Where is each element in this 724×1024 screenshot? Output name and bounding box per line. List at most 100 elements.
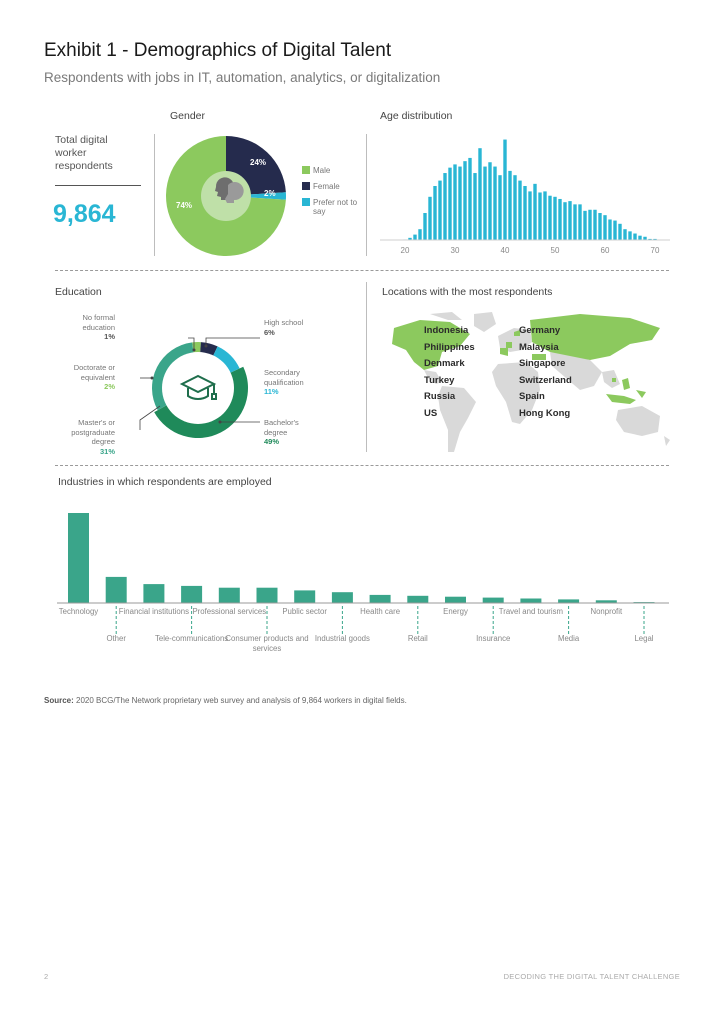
graduation-cap-icon [179, 374, 217, 400]
age-bar [458, 166, 462, 240]
industry-label: Tele-communications [154, 634, 229, 643]
gender-pct-prefer-not: 2% [264, 189, 276, 198]
section-separator [55, 270, 669, 271]
age-tick-label: 20 [401, 246, 410, 255]
source-note: Source: 2020 BCG/The Network proprietary… [44, 696, 407, 705]
age-bar [523, 186, 527, 240]
edu-label-no-formal: No formal education 1% [82, 313, 115, 341]
age-tick-label: 70 [651, 246, 660, 255]
industry-bar [407, 595, 429, 603]
age-tick-label: 30 [451, 246, 460, 255]
industry-label: Retail [407, 634, 428, 643]
age-histogram: 20 30 40 50 60 70 [380, 139, 670, 255]
age-bar [558, 198, 562, 240]
age-tick-label: 40 [501, 246, 510, 255]
total-respondents-value: 9,864 [53, 200, 116, 228]
age-bar [418, 229, 422, 240]
age-bar [468, 157, 472, 240]
education-slice-4 [154, 366, 248, 438]
location-item: Spain [519, 391, 545, 402]
industry-bar [68, 513, 89, 603]
industry-bar [181, 585, 203, 603]
age-bar [463, 161, 467, 240]
map-russia [530, 314, 660, 360]
industries-bar-chart [57, 513, 669, 634]
industry-bar [143, 584, 165, 603]
legend-swatch-prefer-not [302, 198, 310, 206]
age-bar [633, 233, 637, 240]
age-bar [428, 196, 432, 240]
age-bar [648, 238, 652, 240]
locations-title: Locations with the most respondents [382, 286, 553, 298]
education-slice-1 [198, 342, 201, 355]
age-bar [643, 236, 647, 240]
total-divider [55, 185, 141, 186]
age-bar [438, 180, 442, 240]
age-bar [653, 238, 657, 240]
industry-label: Nonprofit [590, 607, 623, 616]
section-divider [154, 134, 155, 256]
footer-title: DECODING THE DIGITAL TALENT CHALLENGE [503, 972, 680, 981]
gender-donut: 74% 24% 2% [166, 136, 286, 256]
location-item: Malaysia [519, 341, 559, 353]
page-number: 2 [44, 972, 49, 981]
age-bar [443, 173, 447, 240]
age-bar [548, 195, 552, 240]
industry-label: Insurance [476, 634, 511, 643]
age-bar [433, 186, 437, 240]
age-bar [453, 164, 457, 240]
education-title: Education [55, 286, 102, 298]
age-bar [533, 183, 537, 240]
connector-high-school [205, 337, 260, 346]
edu-label-secondary: Secondary qualification 11% [264, 368, 304, 396]
age-tick-label: 50 [551, 246, 560, 255]
age-bar [618, 223, 622, 240]
age-bar [638, 235, 642, 240]
age-bar [608, 219, 612, 240]
age-bar [503, 139, 507, 240]
industry-label: Consumer products and services [225, 634, 309, 653]
age-bar [448, 167, 452, 240]
location-item: Russia [424, 391, 456, 402]
page-subtitle: Respondents with jobs in IT, automation,… [44, 70, 441, 85]
location-item: Indonesia [424, 325, 469, 336]
age-bar [578, 204, 582, 240]
age-bar [473, 173, 477, 240]
industry-bar [294, 590, 316, 603]
industry-bar [445, 596, 466, 603]
age-bar [603, 215, 607, 240]
industry-bar [105, 576, 127, 603]
edu-label-masters: Master's or postgraduate degree 31% [71, 418, 115, 456]
industry-label: Energy [443, 607, 468, 616]
location-item: Switzerland [519, 374, 572, 386]
age-bar [598, 213, 602, 240]
age-bar [573, 204, 577, 240]
age-bar [413, 234, 417, 240]
age-bar [498, 175, 502, 240]
legend-swatch-male [302, 166, 310, 174]
industry-label: Other [106, 634, 126, 643]
legend-label-female: Female [313, 182, 340, 191]
industry-label: Professional services [192, 607, 267, 616]
industry-label: Media [557, 634, 580, 643]
age-tick-label: 60 [601, 246, 610, 255]
industry-bar [595, 600, 617, 603]
age-bar [543, 191, 547, 240]
section-separator [55, 465, 669, 466]
gender-pct-male: 74% [176, 201, 192, 210]
connector-no-formal [188, 337, 195, 350]
age-bar [553, 196, 557, 240]
education-donut-hole [162, 352, 234, 424]
edu-label-bachelors: Bachelor's degree 49% [264, 418, 299, 446]
world-map [392, 312, 670, 452]
age-bar [623, 229, 627, 240]
age-bar [508, 170, 512, 240]
legend-swatch-female [302, 182, 310, 190]
location-item: Hong Kong [519, 407, 571, 419]
edu-label-high-school: High school 6% [264, 318, 304, 337]
edu-label-doctorate: Doctorate or equivalent 2% [73, 363, 115, 391]
connector-masters [139, 405, 161, 430]
age-bar [538, 192, 542, 240]
industry-label: Financial institutions [118, 607, 189, 616]
age-bar [628, 231, 632, 240]
